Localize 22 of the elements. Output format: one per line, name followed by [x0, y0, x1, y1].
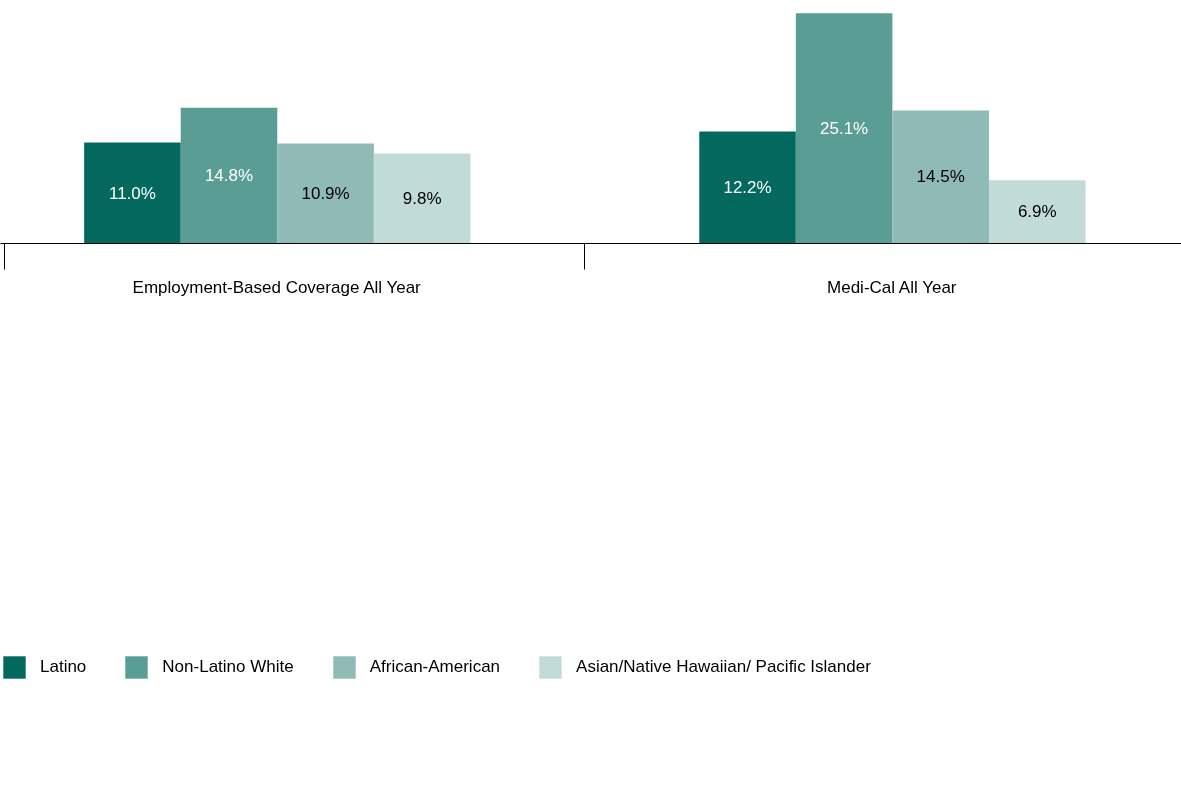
x-tick-label: Employment-Based Coverage All Year [132, 277, 422, 297]
bar [892, 110, 989, 244]
legend-label: Asian/Native Hawaiian/ Pacific Islander [576, 657, 871, 677]
data-label: 9.8% [402, 189, 442, 209]
data-label: 14.5% [916, 167, 965, 187]
legend-label: Latino [40, 657, 87, 677]
x-tick-label: Medi-Cal All Year [827, 277, 957, 297]
data-label: 10.9% [301, 184, 350, 204]
bar [988, 180, 1086, 244]
bar [84, 142, 181, 244]
bar [373, 153, 471, 244]
data-label: 12.2% [723, 178, 772, 198]
data-label: 6.9% [1017, 202, 1057, 222]
bar [277, 143, 374, 244]
legend-label: African-American [369, 657, 501, 677]
bar [795, 13, 893, 244]
bar [699, 131, 796, 244]
data-label: 11.0% [108, 183, 156, 203]
bar [180, 107, 278, 244]
legend-label: Non-Latino White [162, 657, 294, 677]
data-label: 14.8% [204, 166, 254, 186]
data-label: 25.1% [820, 118, 869, 138]
